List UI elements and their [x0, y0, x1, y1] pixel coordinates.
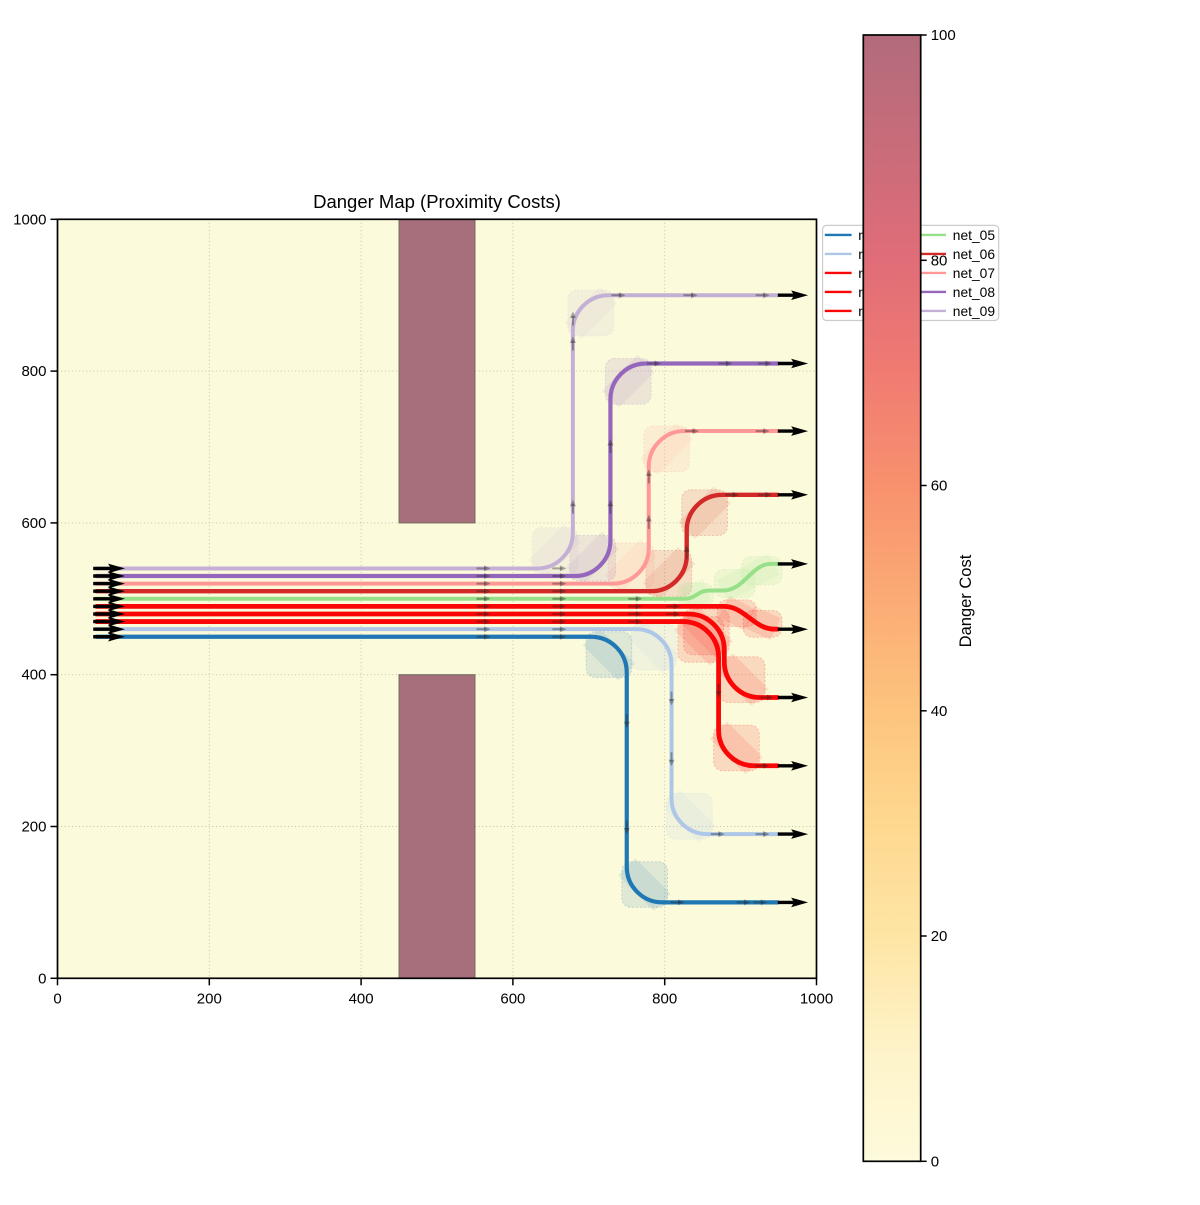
- svg-text:1000: 1000: [13, 211, 46, 228]
- svg-text:net_07: net_07: [953, 266, 995, 281]
- svg-text:1000: 1000: [800, 990, 833, 1007]
- svg-text:60: 60: [931, 478, 948, 495]
- svg-text:80: 80: [931, 252, 948, 269]
- svg-text:100: 100: [931, 27, 956, 44]
- svg-text:800: 800: [21, 363, 46, 380]
- svg-text:400: 400: [349, 990, 374, 1007]
- svg-text:0: 0: [931, 1153, 939, 1170]
- svg-text:net_06: net_06: [953, 247, 996, 262]
- svg-text:400: 400: [21, 667, 46, 684]
- svg-text:600: 600: [21, 515, 46, 532]
- svg-text:Danger Map (Proximity Costs): Danger Map (Proximity Costs): [313, 191, 561, 212]
- svg-text:200: 200: [197, 990, 222, 1007]
- svg-text:800: 800: [652, 990, 677, 1007]
- svg-text:0: 0: [38, 970, 46, 987]
- svg-text:net_08: net_08: [953, 285, 996, 300]
- svg-text:net_05: net_05: [953, 228, 996, 243]
- svg-text:600: 600: [500, 990, 525, 1007]
- svg-text:Danger Cost: Danger Cost: [957, 554, 975, 647]
- svg-text:net_09: net_09: [953, 304, 996, 319]
- svg-text:200: 200: [21, 819, 46, 836]
- svg-text:40: 40: [931, 703, 948, 720]
- svg-text:0: 0: [53, 990, 61, 1007]
- svg-text:20: 20: [931, 928, 948, 945]
